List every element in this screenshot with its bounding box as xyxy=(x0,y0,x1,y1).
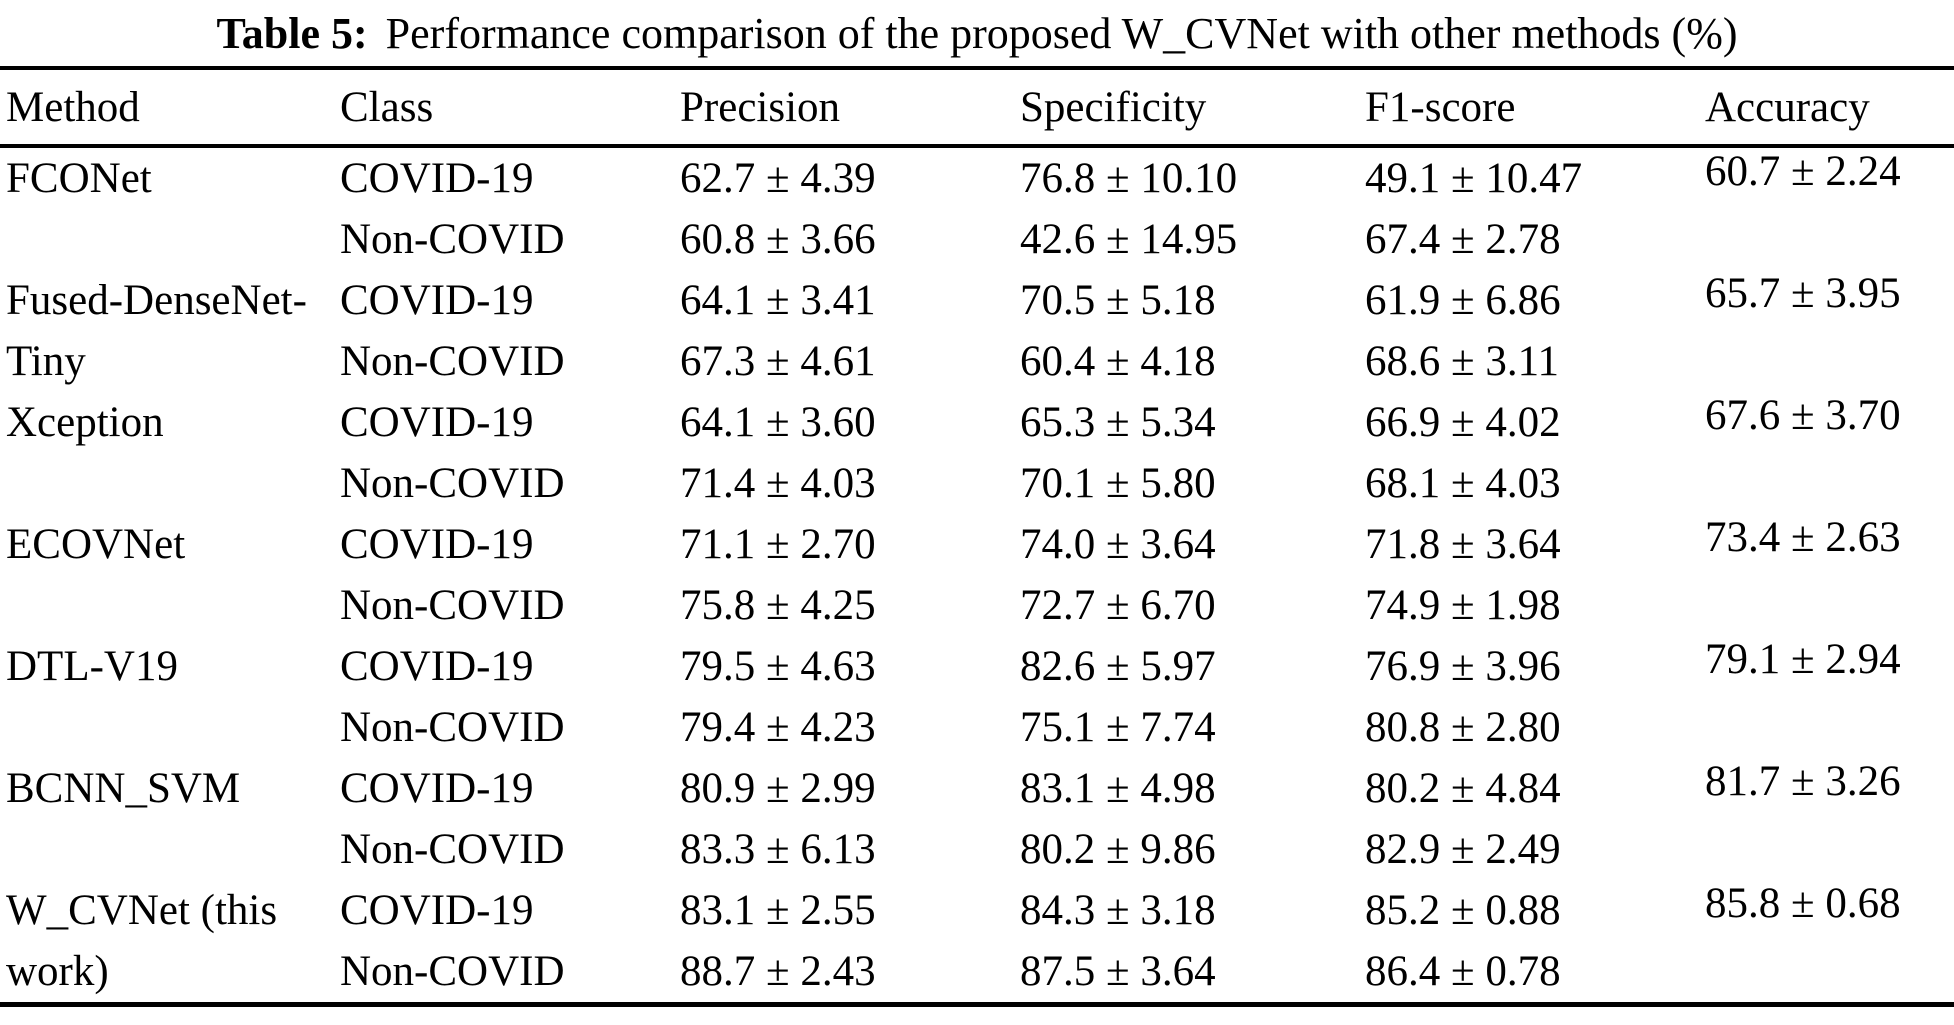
cell-specificity: 80.2 ± 9.86 xyxy=(1020,826,1216,873)
cell-precision: 83.3 ± 6.13 xyxy=(680,826,876,873)
cell-precision: 83.1 ± 2.55 xyxy=(680,887,876,934)
cell-specificity: 84.3 ± 3.18 xyxy=(1020,887,1216,934)
cell-class: Non-COVID xyxy=(340,460,565,507)
cell-specificity: 70.1 ± 5.80 xyxy=(1020,460,1216,507)
cell-precision: 79.4 ± 4.23 xyxy=(680,704,876,751)
cell-class: Non-COVID xyxy=(340,826,565,873)
cell-class: Non-COVID xyxy=(340,582,565,629)
cell-accuracy: 73.4 ± 2.63 xyxy=(1705,514,1901,561)
cell-class: COVID-19 xyxy=(340,643,534,690)
cell-f1: 71.8 ± 3.64 xyxy=(1365,521,1561,568)
cell-specificity: 87.5 ± 3.64 xyxy=(1020,948,1216,995)
performance-comparison-table: Method Class Precision Specificity F1-sc… xyxy=(0,66,1954,1007)
col-header-f1: F1-score xyxy=(1365,83,1516,131)
cell-method: ECOVNet xyxy=(6,521,186,568)
cell-specificity: 42.6 ± 14.95 xyxy=(1020,216,1238,263)
cell-f1: 68.6 ± 3.11 xyxy=(1365,338,1560,385)
table-row: Non-COVID 67.3 ± 4.61 60.4 ± 4.18 68.6 ±… xyxy=(0,331,1954,392)
col-header-specificity: Specificity xyxy=(1020,83,1207,131)
cell-f1: 82.9 ± 2.49 xyxy=(1365,826,1561,873)
table-row: W_CVNet (this work) COVID-19 83.1 ± 2.55… xyxy=(0,880,1954,995)
cell-specificity: 65.3 ± 5.34 xyxy=(1020,399,1216,446)
table-row: Non-COVID 60.8 ± 3.66 42.6 ± 14.95 67.4 … xyxy=(0,209,1954,270)
cell-method: Xception xyxy=(6,399,164,446)
table-row: Xception COVID-19 64.1 ± 3.60 65.3 ± 5.3… xyxy=(0,392,1954,453)
cell-method: BCNN_SVM xyxy=(6,765,241,812)
cell-specificity: 75.1 ± 7.74 xyxy=(1020,704,1216,751)
cell-precision: 64.1 ± 3.41 xyxy=(680,277,876,324)
cell-precision: 79.5 ± 4.63 xyxy=(680,643,876,690)
cell-precision: 71.1 ± 2.70 xyxy=(680,521,876,568)
cell-f1: 67.4 ± 2.78 xyxy=(1365,216,1561,263)
cell-accuracy: 79.1 ± 2.94 xyxy=(1705,636,1901,683)
table-caption-text: Performance comparison of the proposed W… xyxy=(385,8,1738,58)
table-row: Fused-DenseNet-Tiny COVID-19 64.1 ± 3.41… xyxy=(0,270,1954,385)
cell-precision: 60.8 ± 3.66 xyxy=(680,216,876,263)
cell-class: COVID-19 xyxy=(340,399,534,446)
table-row: Non-COVID 71.4 ± 4.03 70.1 ± 5.80 68.1 ±… xyxy=(0,453,1954,514)
cell-specificity: 76.8 ± 10.10 xyxy=(1020,155,1238,202)
cell-precision: 75.8 ± 4.25 xyxy=(680,582,876,629)
cell-f1: 76.9 ± 3.96 xyxy=(1365,643,1561,690)
cell-class: Non-COVID xyxy=(340,704,565,751)
cell-class: Non-COVID xyxy=(340,338,565,385)
cell-method: FCONet xyxy=(6,155,152,202)
cell-f1: 49.1 ± 10.47 xyxy=(1365,155,1583,202)
cell-method: Fused-DenseNet-Tiny xyxy=(6,277,307,385)
table-caption-label: Table 5: xyxy=(216,8,368,58)
col-header-accuracy: Accuracy xyxy=(1705,83,1870,131)
cell-f1: 68.1 ± 4.03 xyxy=(1365,460,1561,507)
cell-precision: 64.1 ± 3.60 xyxy=(680,399,876,446)
cell-accuracy: 67.6 ± 3.70 xyxy=(1705,392,1901,439)
col-header-precision: Precision xyxy=(680,83,841,131)
cell-precision: 80.9 ± 2.99 xyxy=(680,765,876,812)
table-row: Non-COVID 88.7 ± 2.43 87.5 ± 3.64 86.4 ±… xyxy=(0,941,1954,1005)
cell-accuracy: 85.8 ± 0.68 xyxy=(1705,880,1901,927)
cell-class: COVID-19 xyxy=(340,155,534,202)
cell-specificity: 83.1 ± 4.98 xyxy=(1020,765,1216,812)
cell-accuracy: 60.7 ± 2.24 xyxy=(1705,148,1901,195)
cell-accuracy: 65.7 ± 3.95 xyxy=(1705,270,1901,317)
table-row: DTL-V19 COVID-19 79.5 ± 4.63 82.6 ± 5.97… xyxy=(0,636,1954,697)
cell-specificity: 60.4 ± 4.18 xyxy=(1020,338,1216,385)
table-row: Non-COVID 79.4 ± 4.23 75.1 ± 7.74 80.8 ±… xyxy=(0,697,1954,758)
cell-specificity: 74.0 ± 3.64 xyxy=(1020,521,1216,568)
cell-f1: 85.2 ± 0.88 xyxy=(1365,887,1561,934)
col-header-method: Method xyxy=(6,83,140,131)
cell-class: COVID-19 xyxy=(340,521,534,568)
cell-f1: 61.9 ± 6.86 xyxy=(1365,277,1561,324)
cell-class: COVID-19 xyxy=(340,765,534,812)
cell-f1: 66.9 ± 4.02 xyxy=(1365,399,1561,446)
table-row: Non-COVID 75.8 ± 4.25 72.7 ± 6.70 74.9 ±… xyxy=(0,575,1954,636)
cell-precision: 88.7 ± 2.43 xyxy=(680,948,876,995)
table-caption: Table 5: Performance comparison of the p… xyxy=(0,0,1954,66)
cell-f1: 86.4 ± 0.78 xyxy=(1365,948,1561,995)
header-row: Method Class Precision Specificity F1-sc… xyxy=(0,68,1954,146)
cell-method: DTL-V19 xyxy=(6,643,178,690)
table-row: Non-COVID 83.3 ± 6.13 80.2 ± 9.86 82.9 ±… xyxy=(0,819,1954,880)
cell-f1: 80.2 ± 4.84 xyxy=(1365,765,1561,812)
cell-f1: 74.9 ± 1.98 xyxy=(1365,582,1561,629)
cell-class: COVID-19 xyxy=(340,277,534,324)
table-row: ECOVNet COVID-19 71.1 ± 2.70 74.0 ± 3.64… xyxy=(0,514,1954,575)
cell-specificity: 82.6 ± 5.97 xyxy=(1020,643,1216,690)
cell-f1: 80.8 ± 2.80 xyxy=(1365,704,1561,751)
cell-precision: 62.7 ± 4.39 xyxy=(680,155,876,202)
table-row: FCONet COVID-19 62.7 ± 4.39 76.8 ± 10.10… xyxy=(0,146,1954,209)
cell-class: COVID-19 xyxy=(340,887,534,934)
cell-specificity: 72.7 ± 6.70 xyxy=(1020,582,1216,629)
cell-specificity: 70.5 ± 5.18 xyxy=(1020,277,1216,324)
table-row: BCNN_SVM COVID-19 80.9 ± 2.99 83.1 ± 4.9… xyxy=(0,758,1954,819)
cell-method: W_CVNet (this work) xyxy=(6,887,278,995)
col-header-class: Class xyxy=(340,83,434,131)
cell-precision: 67.3 ± 4.61 xyxy=(680,338,876,385)
cell-accuracy: 81.7 ± 3.26 xyxy=(1705,758,1901,805)
cell-class: Non-COVID xyxy=(340,948,565,995)
cell-class: Non-COVID xyxy=(340,216,565,263)
cell-precision: 71.4 ± 4.03 xyxy=(680,460,876,507)
